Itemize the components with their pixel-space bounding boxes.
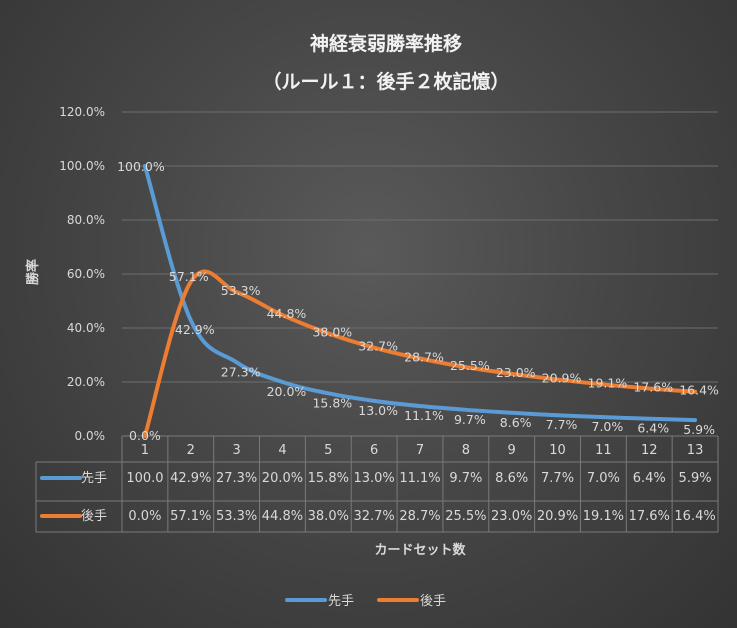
data-label: 20.0% <box>267 384 307 399</box>
data-label: 44.8% <box>267 306 307 321</box>
data-label: 100.0% <box>117 159 165 174</box>
table-cell: 44.8% <box>262 509 303 524</box>
table-cell: 15.8% <box>308 471 349 486</box>
data-label: 38.0% <box>312 324 352 339</box>
table-cell: 32.7% <box>353 509 394 524</box>
x-tick-label: 4 <box>278 443 286 458</box>
y-tick-label: 20.0% <box>67 375 105 389</box>
data-label: 32.7% <box>358 339 398 354</box>
table-cell: 42.9% <box>170 471 211 486</box>
y-tick-label: 60.0% <box>67 267 105 281</box>
data-label: 13.0% <box>358 403 398 418</box>
table-cell: 27.3% <box>216 471 257 486</box>
y-tick-label: 120.0% <box>59 105 105 119</box>
table-cell: 53.3% <box>216 509 257 524</box>
data-label: 27.3% <box>221 364 261 379</box>
y-tick-label: 80.0% <box>67 213 105 227</box>
x-tick-label: 5 <box>324 443 332 458</box>
table-cell: 7.7% <box>541 471 574 486</box>
y-tick-label: 100.0% <box>59 159 105 173</box>
table-cell: 20.9% <box>537 509 578 524</box>
table-row-name: 先手 <box>81 471 107 486</box>
x-tick-label: 11 <box>595 443 612 458</box>
y-tick-label: 40.0% <box>67 321 105 335</box>
data-label: 23.0% <box>496 365 536 380</box>
data-label: 15.8% <box>312 395 352 410</box>
data-label: 8.6% <box>500 415 532 430</box>
data-label: 9.7% <box>454 412 486 427</box>
data-label: 57.1% <box>169 269 209 284</box>
x-tick-label: 2 <box>187 443 195 458</box>
table-cell: 16.4% <box>674 509 715 524</box>
data-label: 7.0% <box>592 419 624 434</box>
table-cell: 25.5% <box>445 509 486 524</box>
y-tick-label: 0.0% <box>75 429 106 443</box>
data-label: 6.4% <box>637 421 669 436</box>
data-label: 5.9% <box>683 422 715 437</box>
table-cell: 13.0% <box>353 471 394 486</box>
table-cell: 17.6% <box>629 509 670 524</box>
data-label: 20.9% <box>542 371 582 386</box>
x-tick-label: 3 <box>232 443 240 458</box>
legend-item: 後手 <box>420 594 446 609</box>
table-cell: 20.0% <box>262 471 303 486</box>
x-tick-label: 1 <box>141 443 149 458</box>
x-tick-label: 7 <box>416 443 424 458</box>
table-row-name: 後手 <box>81 509 107 524</box>
table-cell: 7.0% <box>587 471 620 486</box>
table-cell: 100.0 <box>126 471 163 486</box>
chart-subtitle: （ルール１：後手２枚記憶） <box>262 70 509 93</box>
table-cell: 23.0% <box>491 509 532 524</box>
table-cell: 6.4% <box>633 471 666 486</box>
x-tick-label: 8 <box>462 443 470 458</box>
table-cell: 19.1% <box>583 509 624 524</box>
x-tick-label: 9 <box>508 443 516 458</box>
table-cell: 38.0% <box>308 509 349 524</box>
data-label: 7.7% <box>546 417 578 432</box>
data-label: 19.1% <box>588 375 628 390</box>
x-tick-label: 12 <box>641 443 658 458</box>
table-cell: 0.0% <box>128 509 161 524</box>
x-tick-label: 13 <box>687 443 704 458</box>
x-tick-label: 6 <box>370 443 378 458</box>
data-label: 17.6% <box>633 379 673 394</box>
data-label: 0.0% <box>129 428 161 443</box>
data-label: 25.5% <box>450 358 490 373</box>
x-tick-label: 10 <box>549 443 566 458</box>
table-cell: 11.1% <box>399 471 440 486</box>
x-axis-label: カードセット数 <box>374 542 466 558</box>
data-label: 28.7% <box>404 350 444 365</box>
data-label: 11.1% <box>404 408 444 423</box>
table-cell: 28.7% <box>399 509 440 524</box>
table-cell: 57.1% <box>170 509 211 524</box>
table-cell: 9.7% <box>449 471 482 486</box>
chart-title: 神経衰弱勝率推移 <box>310 32 462 55</box>
data-label: 16.4% <box>679 383 719 398</box>
y-axis-label: 勝率 <box>25 259 41 285</box>
series-line-2 <box>142 269 698 438</box>
legend-item: 先手 <box>328 594 354 609</box>
table-cell: 5.9% <box>679 471 712 486</box>
data-label: 42.9% <box>175 322 215 337</box>
data-label: 53.3% <box>221 283 261 298</box>
table-cell: 8.6% <box>495 471 528 486</box>
